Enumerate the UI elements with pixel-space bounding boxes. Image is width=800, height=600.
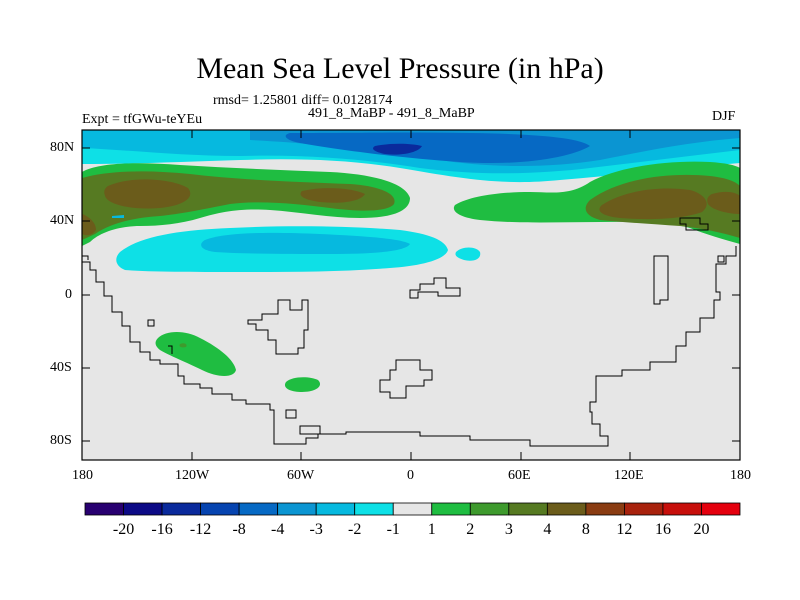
contour-atlantic-light-cyan: [455, 247, 481, 261]
colorbar-label: -1: [387, 521, 400, 538]
colorbar-label: 16: [655, 521, 671, 538]
lat-label-40n: 40N: [50, 213, 75, 228]
coastlines: [82, 217, 737, 447]
lon-label-120w: 120W: [175, 468, 210, 483]
colorbar-box: [508, 502, 548, 516]
colorbar-box: [431, 502, 471, 516]
contour-pacific-high-brown-west: [104, 179, 191, 209]
contour-south-pacific-green: [155, 332, 236, 376]
contour-south-pacific-olive-dot: [179, 343, 187, 348]
contour-arctic-dark-blue: [373, 143, 422, 155]
colorbar-label: -16: [151, 521, 172, 538]
contour-arctic-mid-blue: [285, 132, 590, 164]
colorbar-label: -2: [348, 521, 361, 538]
colorbar-box: [662, 502, 702, 516]
map-title: Mean Sea Level Pressure (in hPa): [196, 52, 604, 85]
colorbar-box: [546, 502, 587, 516]
colorbar-label: 1: [428, 521, 436, 538]
colorbar-box: [354, 502, 394, 516]
lat-label-0: 0: [65, 287, 72, 302]
contour-siberian-high-brown: [599, 188, 707, 220]
lon-label-60w: 60W: [287, 468, 315, 483]
colorbar-label: -20: [113, 521, 134, 538]
colorbar-box: [624, 502, 664, 516]
colorbar-label: 20: [693, 521, 709, 538]
lon-label-180e: 180: [730, 468, 751, 483]
colorbar-label: 2: [466, 521, 474, 538]
contour-pacific-high-brown-east: [300, 188, 365, 203]
colorbar-label: -8: [232, 521, 245, 538]
colorbar-label: 8: [582, 521, 590, 538]
colorbar-box: [469, 502, 510, 516]
season-label: DJF: [712, 109, 736, 124]
colorbar-label: -3: [310, 521, 323, 538]
contour-south-atlantic-green: [284, 377, 321, 392]
colorbar-box: [315, 502, 356, 516]
lon-label-120e: 120E: [614, 468, 644, 483]
colorbar-label: 12: [616, 521, 632, 538]
colorbar-box: [161, 502, 201, 516]
stats-label: rmsd= 1.25801 diff= 0.0128174: [213, 93, 393, 108]
lat-label-80n: 80N: [50, 140, 75, 155]
axis-ticks: [82, 130, 740, 460]
colorbar-box: [585, 502, 625, 516]
lat-label-40s: 40S: [50, 360, 72, 375]
contour-dateline-brown-west: [82, 214, 96, 236]
contour-dateline-brown-east: [707, 191, 740, 214]
lon-label-0: 0: [407, 468, 414, 483]
colorbar-box: [84, 502, 124, 516]
colorbar-box: [200, 502, 240, 516]
colorbar-box: [123, 502, 163, 516]
colorbar-label: -4: [271, 521, 284, 538]
contour-east-cyan-patch: [112, 215, 124, 218]
comparison-label: 491_8_MaBP - 491_8_MaBP: [308, 106, 475, 121]
colorbar-box: [392, 502, 433, 516]
colorbar-label: 3: [505, 521, 513, 538]
colorbar-label: -12: [190, 521, 211, 538]
colorbar-box: [701, 502, 741, 516]
experiment-label: Expt = tfGWu-teYEu: [82, 112, 203, 127]
lon-label-60e: 60E: [508, 468, 531, 483]
colorbar-box: [238, 502, 279, 516]
lon-label-180w: 180: [72, 468, 93, 483]
colorbar-box: [277, 502, 317, 516]
colorbar-label: 4: [543, 521, 551, 538]
lat-label-80s: 80S: [50, 433, 72, 448]
contour-subtropical-low-cyan: [201, 232, 410, 254]
